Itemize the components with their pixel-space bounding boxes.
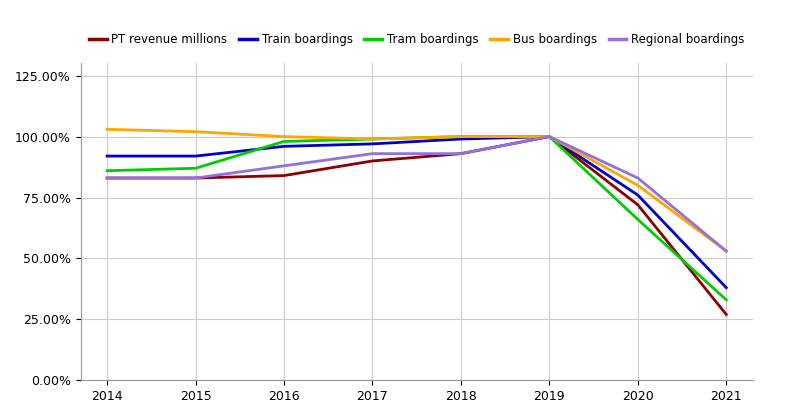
Bus boardings [545,134,554,139]
Train boardings [279,144,289,149]
Regional boardings [102,176,112,181]
PT revenue millions [545,134,554,139]
Bus boardings [368,137,377,142]
Bus boardings [633,183,642,188]
PT revenue millions [191,176,201,181]
Line: Train boardings: Train boardings [107,137,726,288]
PT revenue millions [102,176,112,181]
Tram boardings [545,134,554,139]
Regional boardings [545,134,554,139]
Regional boardings [722,249,731,254]
Tram boardings [456,134,465,139]
Train boardings [633,193,642,198]
Regional boardings [456,151,465,156]
Line: Regional boardings: Regional boardings [107,137,726,251]
Line: Bus boardings: Bus boardings [107,129,726,251]
Tram boardings [102,168,112,173]
Tram boardings [722,297,731,302]
PT revenue millions [456,151,465,156]
Regional boardings [633,176,642,181]
Bus boardings [456,134,465,139]
PT revenue millions [633,202,642,207]
PT revenue millions [722,312,731,317]
PT revenue millions [279,173,289,178]
Regional boardings [368,151,377,156]
Train boardings [456,137,465,142]
Regional boardings [279,163,289,168]
Line: Tram boardings: Tram boardings [107,137,726,300]
Legend: PT revenue millions, Train boardings, Tram boardings, Bus boardings, Regional bo: PT revenue millions, Train boardings, Tr… [84,28,749,51]
Line: PT revenue millions: PT revenue millions [107,137,726,314]
Train boardings [545,134,554,139]
PT revenue millions [368,158,377,163]
Bus boardings [722,249,731,254]
Bus boardings [279,134,289,139]
Train boardings [368,141,377,146]
Regional boardings [191,176,201,181]
Tram boardings [633,217,642,222]
Tram boardings [191,166,201,171]
Bus boardings [102,127,112,132]
Train boardings [722,285,731,290]
Bus boardings [191,129,201,134]
Train boardings [191,153,201,158]
Train boardings [102,153,112,158]
Tram boardings [368,137,377,142]
Tram boardings [279,139,289,144]
